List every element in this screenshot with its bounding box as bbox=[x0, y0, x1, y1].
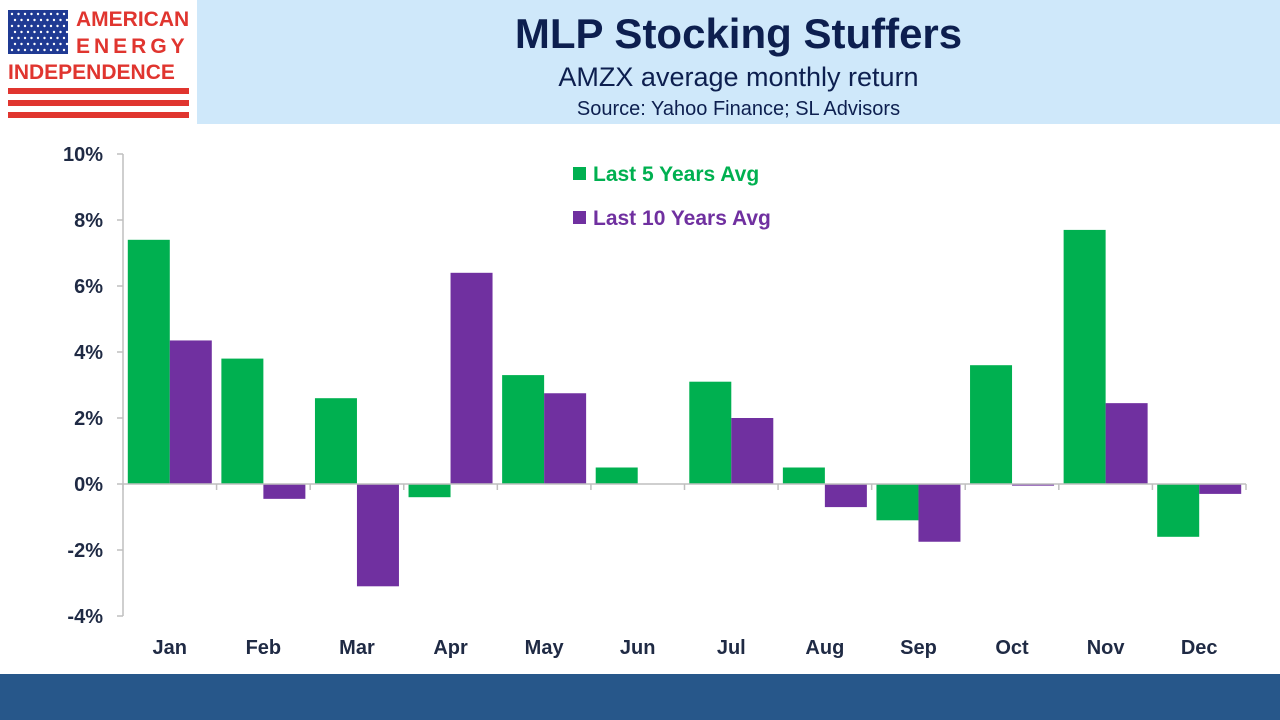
y-tick-label: 10% bbox=[63, 144, 103, 166]
bar-5yr-dec bbox=[1157, 484, 1200, 537]
y-tick-label: 8% bbox=[74, 210, 103, 232]
x-tick-label: Jan bbox=[153, 637, 187, 659]
x-tick-label: Apr bbox=[433, 637, 468, 659]
bar-5yr-jun bbox=[595, 467, 638, 484]
legend-label: Last 10 Years Avg bbox=[593, 207, 771, 230]
bar-10yr-jul bbox=[731, 418, 774, 484]
bar-10yr-oct bbox=[1012, 484, 1055, 486]
x-tick-label: Dec bbox=[1181, 637, 1218, 659]
x-axis: Jan Feb Mar Apr May Jun Jul Aug Sep Oct Nov Dec bbox=[122, 483, 1247, 659]
chart-subtitle: AMZX average monthly return bbox=[558, 62, 919, 92]
logo-line-3: INDEPENDENCE bbox=[8, 61, 175, 84]
bar-10yr-dec bbox=[1199, 484, 1242, 494]
bar-10yr-nov bbox=[1105, 403, 1148, 484]
legend-label: Last 5 Years Avg bbox=[593, 163, 759, 186]
bars bbox=[127, 229, 1242, 587]
bar-5yr-oct bbox=[970, 365, 1013, 484]
legend: Last 5 Years Avg Last 10 Years Avg bbox=[573, 163, 771, 230]
y-tick-label: -2% bbox=[67, 540, 103, 562]
bar-5yr-feb bbox=[221, 358, 264, 484]
bar-10yr-may bbox=[544, 393, 587, 484]
y-tick-label: 6% bbox=[74, 276, 103, 298]
bar-10yr-aug bbox=[824, 484, 867, 508]
y-tick-label: -4% bbox=[67, 606, 103, 628]
y-axis: 10% 8% 6% 4% 2% 0% -2% -4% bbox=[63, 144, 124, 628]
bar-10yr-apr bbox=[450, 272, 493, 484]
bar-10yr-jan bbox=[169, 340, 212, 484]
bar-5yr-sep bbox=[876, 484, 919, 521]
x-tick-label: Aug bbox=[805, 637, 844, 659]
y-tick-label: 2% bbox=[74, 408, 103, 430]
x-tick-label: Feb bbox=[246, 637, 282, 659]
y-tick-label: 0% bbox=[74, 474, 103, 496]
x-tick-label: Mar bbox=[339, 637, 375, 659]
bar-5yr-aug bbox=[782, 467, 825, 484]
american-energy-independence-logo: AMERICAN ENERGY INDEPENDENCE bbox=[0, 0, 197, 124]
logo-line-2: ENERGY bbox=[76, 35, 189, 58]
x-tick-label: Sep bbox=[900, 637, 937, 659]
header-banner: MLP Stocking Stuffers AMZX average month… bbox=[197, 0, 1280, 124]
bar-chart: 10% 8% 6% 4% 2% 0% -2% -4% Jan Feb Mar Apr May Jun Ju… bbox=[63, 144, 1247, 659]
bar-5yr-may bbox=[502, 375, 545, 484]
chart-title: MLP Stocking Stuffers bbox=[514, 10, 963, 57]
legend-swatch bbox=[573, 167, 586, 180]
y-tick-label: 4% bbox=[74, 342, 103, 364]
legend-swatch bbox=[573, 211, 586, 224]
bar-10yr-mar bbox=[356, 484, 399, 587]
bar-5yr-jul bbox=[689, 381, 732, 484]
bar-10yr-sep bbox=[918, 484, 961, 542]
x-tick-label: Nov bbox=[1087, 637, 1126, 659]
x-tick-label: May bbox=[525, 637, 565, 659]
x-tick-label: Jun bbox=[620, 637, 656, 659]
bar-5yr-jan bbox=[127, 239, 170, 484]
footer-bar bbox=[0, 674, 1280, 720]
x-tick-label: Oct bbox=[995, 637, 1029, 659]
x-tick-label: Jul bbox=[717, 637, 746, 659]
bar-10yr-feb bbox=[263, 484, 306, 499]
chart-source: Source: Yahoo Finance; SL Advisors bbox=[576, 98, 901, 120]
bar-5yr-apr bbox=[408, 484, 451, 498]
flag-icon bbox=[8, 10, 189, 118]
bar-5yr-nov bbox=[1063, 229, 1106, 484]
bar-5yr-mar bbox=[314, 398, 357, 484]
logo-line-1: AMERICAN bbox=[76, 8, 190, 31]
